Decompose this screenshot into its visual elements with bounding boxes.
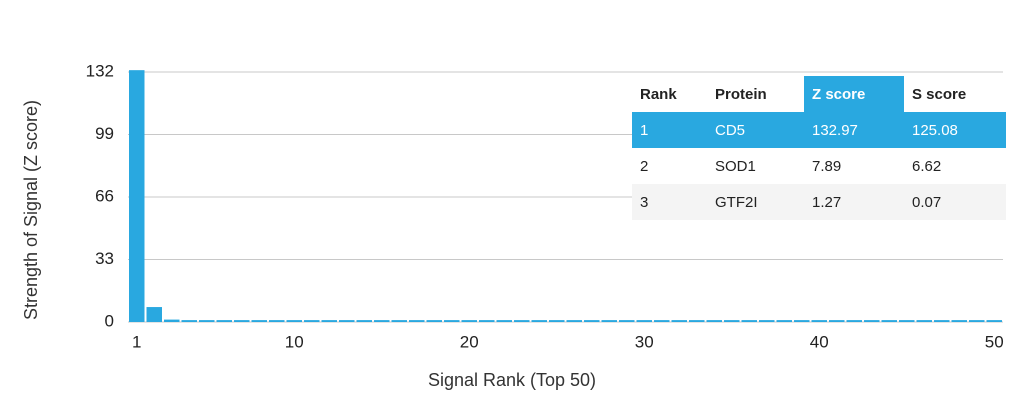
- bar: [759, 320, 775, 322]
- x-tick-label: 30: [635, 332, 654, 351]
- table-header: S score: [912, 86, 966, 103]
- bar: [251, 320, 267, 322]
- row-highlight: [632, 112, 1006, 148]
- header-highlight: [804, 76, 904, 112]
- x-tick-label: 10: [285, 332, 304, 351]
- y-tick-label: 132: [86, 61, 114, 80]
- bar: [409, 320, 425, 322]
- bar: [216, 320, 232, 322]
- bar: [811, 320, 827, 322]
- bar: [566, 320, 582, 322]
- bar: [724, 320, 740, 322]
- bar: [356, 320, 372, 322]
- bar: [934, 320, 950, 322]
- y-tick-label: 66: [95, 186, 114, 205]
- bar: [321, 320, 337, 322]
- bar: [339, 320, 355, 322]
- bar: [794, 320, 810, 322]
- table-header: Rank: [640, 86, 677, 103]
- bar: [514, 320, 530, 322]
- table-cell: 0.07: [912, 194, 941, 211]
- bar: [706, 320, 722, 322]
- table-cell: CD5: [715, 122, 745, 139]
- bar: [671, 320, 687, 322]
- bar: [304, 320, 320, 322]
- bar: [374, 320, 390, 322]
- bar: [234, 320, 250, 322]
- bar: [531, 320, 547, 322]
- bar: [881, 320, 897, 322]
- bar: [584, 320, 600, 322]
- table-cell: 6.62: [912, 158, 941, 175]
- bar: [601, 320, 617, 322]
- row-band: [632, 184, 1006, 220]
- bar: [916, 320, 932, 322]
- bar: [741, 320, 757, 322]
- bar: [636, 320, 652, 322]
- bar: [654, 320, 670, 322]
- bar: [689, 320, 705, 322]
- table-cell: SOD1: [715, 158, 756, 175]
- table-cell: GTF2I: [715, 194, 758, 211]
- table-cell: 2: [640, 158, 648, 175]
- bar: [146, 307, 162, 322]
- bar: [846, 320, 862, 322]
- y-tick-label: 0: [105, 311, 114, 330]
- table-cell: 125.08: [912, 122, 958, 139]
- bar: [461, 320, 477, 322]
- table-header: Protein: [715, 86, 767, 103]
- bar: [899, 320, 915, 322]
- bar: [776, 320, 792, 322]
- table-cell: 3: [640, 194, 648, 211]
- bar: [969, 320, 985, 322]
- bar: [181, 320, 197, 322]
- bar: [496, 320, 512, 322]
- bar: [286, 320, 302, 322]
- bar: [129, 70, 145, 323]
- bar: [619, 320, 635, 322]
- table-cell: 7.89: [812, 158, 841, 175]
- bar: [164, 319, 180, 322]
- bar: [269, 320, 285, 322]
- y-tick-label: 99: [95, 124, 114, 143]
- y-tick-label: 33: [95, 249, 114, 268]
- bar: [426, 320, 442, 322]
- bar: [951, 320, 967, 322]
- bar: [864, 320, 880, 322]
- bar: [199, 320, 215, 322]
- bar: [479, 320, 495, 322]
- bar: [986, 320, 1002, 322]
- bar: [549, 320, 565, 322]
- bar: [391, 320, 407, 322]
- x-axis-title: Signal Rank (Top 50): [428, 370, 596, 390]
- bar: [829, 320, 845, 322]
- table-header: Z score: [812, 86, 865, 103]
- bar: [444, 320, 460, 322]
- x-tick-label: 1: [132, 332, 141, 351]
- y-axis-title: Strength of Signal (Z score): [21, 100, 41, 320]
- table-cell: 132.97: [812, 122, 858, 139]
- table-cell: 1.27: [812, 194, 841, 211]
- x-tick-label: 40: [810, 332, 829, 351]
- x-tick-label: 50: [985, 332, 1004, 351]
- x-tick-label: 20: [460, 332, 479, 351]
- table-cell: 1: [640, 122, 648, 139]
